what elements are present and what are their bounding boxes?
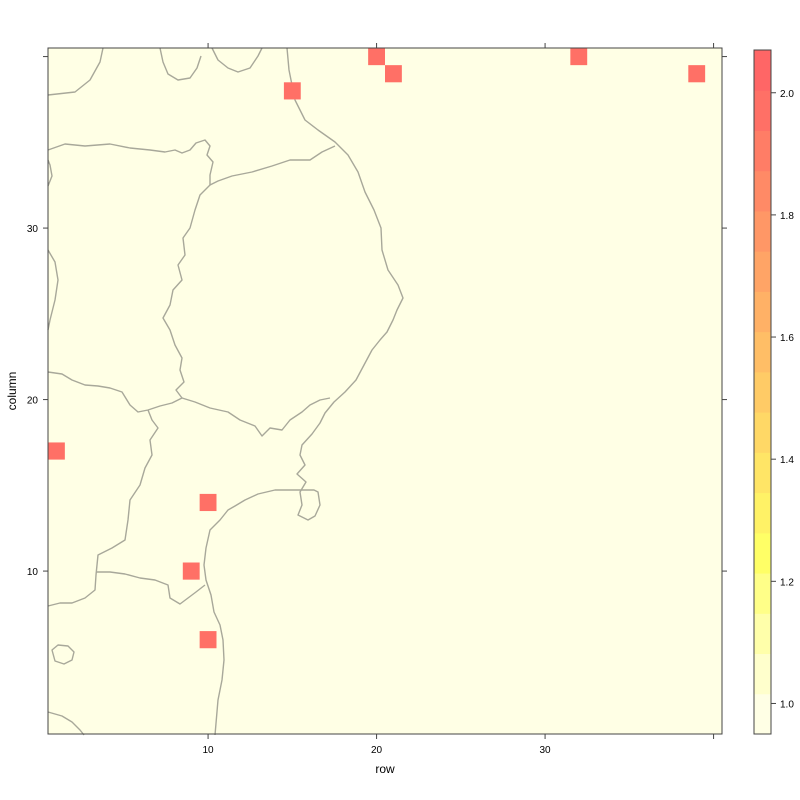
heatmap-cell xyxy=(199,493,217,512)
colorbar-frame xyxy=(753,49,772,735)
west-coast-fragment xyxy=(47,249,59,331)
y-axis-title: column xyxy=(5,372,19,411)
colorbar-swatch xyxy=(754,90,771,131)
heatmap-cell xyxy=(48,442,65,460)
map-boundaries xyxy=(47,47,404,736)
heatmap-cell xyxy=(385,65,402,83)
prefecture-border-southwest xyxy=(47,409,159,607)
colorbar-swatch xyxy=(754,693,771,735)
prefecture-border-inner xyxy=(96,571,206,605)
heatmap-cell xyxy=(182,562,200,580)
lake-small xyxy=(51,644,75,665)
y-tick-label: 10 xyxy=(27,567,39,578)
x-tick-label: 10 xyxy=(203,745,215,756)
heatmap-cell xyxy=(368,48,385,66)
colorbar-swatch xyxy=(754,130,771,172)
prefecture-border-south xyxy=(47,371,331,437)
colorbar-swatch xyxy=(754,412,771,453)
heatmap-cells xyxy=(48,48,706,649)
x-tick-label: 30 xyxy=(540,745,552,756)
heatmap-cell xyxy=(688,65,706,83)
axes: 10 20 30 10 20 30 xyxy=(27,43,727,756)
plot-panel xyxy=(48,48,722,734)
prefecture-border-central xyxy=(162,184,211,399)
colorbar-tick-label: 1.4 xyxy=(780,455,794,466)
colorbar-tick-label: 1.6 xyxy=(780,333,794,344)
colorbar-swatch xyxy=(754,573,771,614)
coastline xyxy=(203,47,404,736)
colorbar-swatch xyxy=(754,291,771,333)
x-axis-title: row xyxy=(375,762,395,776)
heatmap-cell xyxy=(199,631,217,649)
colorbar-swatch xyxy=(754,653,771,695)
y-tick-label: 30 xyxy=(27,224,39,235)
plot-frame xyxy=(47,47,723,735)
bay-top xyxy=(159,47,202,81)
island-top xyxy=(211,47,263,73)
colorbar-tick-label: 1.2 xyxy=(780,577,794,588)
heatmap-cell xyxy=(283,82,301,100)
colorbar-swatch xyxy=(754,371,771,413)
colorbar-swatch xyxy=(754,251,771,292)
colorbar-tick-label: 1.0 xyxy=(780,699,794,710)
prefecture-border-north xyxy=(47,139,336,186)
prefecture-border-west xyxy=(47,159,53,187)
colorbar: 1.0 1.2 1.4 1.6 1.8 2.0 xyxy=(753,49,794,735)
colorbar-swatch xyxy=(754,613,771,655)
colorbar-tick-label: 2.0 xyxy=(780,89,794,100)
heatmap-cell xyxy=(570,48,588,66)
colorbar-swatch xyxy=(754,492,771,534)
x-tick-label: 20 xyxy=(371,745,383,756)
colorbar-swatch xyxy=(754,210,771,252)
colorbar-swatch xyxy=(754,331,771,373)
colorbar-swatch xyxy=(754,50,771,91)
colorbar-tick-label: 1.8 xyxy=(780,211,794,222)
peninsula-top-left xyxy=(47,47,104,96)
colorbar-swatch xyxy=(754,452,771,494)
colorbar-swatch xyxy=(754,532,771,574)
colorbar-swatch xyxy=(754,170,771,212)
y-tick-label: 20 xyxy=(27,396,39,407)
border-bottom-left xyxy=(47,711,85,736)
